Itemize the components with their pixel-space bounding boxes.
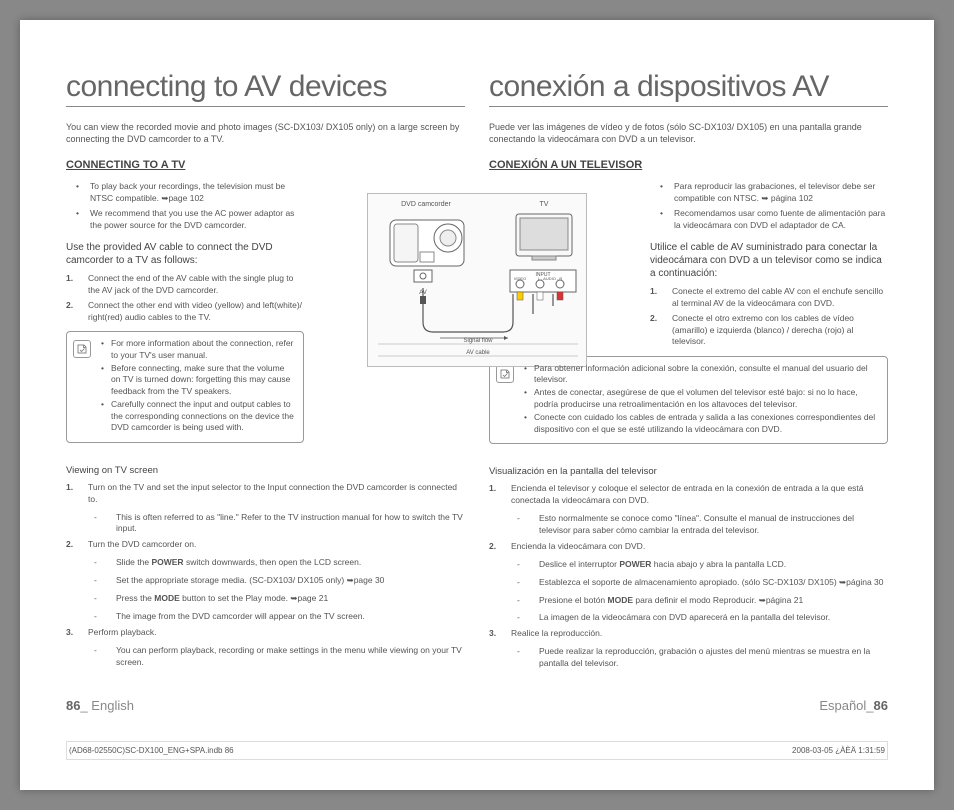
note-item: Antes de conectar, asegúrese de que el v…: [520, 387, 879, 410]
print-timestamp: 2008-03-05 ¿ÀÈÄ 1:31:59: [792, 746, 885, 755]
english-column: connecting to AV devices You can view th…: [66, 70, 465, 674]
note-item: Carefully connect the input and output c…: [97, 399, 295, 433]
bullet-item: Para reproducir las grabaciones, el tele…: [650, 181, 888, 204]
bullet-item: We recommend that you use the AC power a…: [66, 208, 304, 231]
step-item: 3.Realice la reproducción.: [489, 628, 888, 640]
section-heading-en: CONNECTING TO A TV: [66, 159, 465, 171]
title-en: connecting to AV devices: [66, 70, 465, 107]
bullet-item: To play back your recordings, the televi…: [66, 181, 304, 204]
svg-text:DVD camcorder: DVD camcorder: [401, 201, 451, 208]
subsection-es: Visualización en la pantalla del televis…: [489, 466, 888, 477]
intro-en: You can view the recorded movie and phot…: [66, 121, 465, 145]
bullet-item: Recomendamos usar como fuente de aliment…: [650, 208, 888, 231]
subheading-en: Use the provided AV cable to connect the…: [66, 241, 304, 267]
note-item: Para obtener información adicional sobre…: [520, 363, 879, 386]
step-item: 3.Perform playback.: [66, 627, 465, 639]
step-dash: Establezca el soporte de almacenamiento …: [489, 575, 888, 589]
step-dash: This is often referred to as "line." Ref…: [66, 510, 465, 536]
wide-steps-en: 1.Turn on the TV and set the input selec…: [66, 482, 465, 669]
note-item: Conecte con cuidado los cables de entrad…: [520, 412, 879, 435]
note-item: For more information about the connectio…: [97, 338, 295, 361]
step-item: 2.Turn the DVD camcorder on.: [66, 539, 465, 551]
note-icon: [73, 340, 91, 358]
page: DVD camcorder TV AV INPUT VIDEO L - AUDI…: [20, 20, 934, 790]
svg-text:Signal flow: Signal flow: [463, 338, 493, 344]
svg-text:TV: TV: [540, 201, 549, 208]
spanish-column: conexión a dispositivos AV Puede ver las…: [489, 70, 888, 674]
title-es: conexión a dispositivos AV: [489, 70, 888, 107]
subsection-en: Viewing on TV screen: [66, 465, 465, 476]
step-item: 1.Turn on the TV and set the input selec…: [66, 482, 465, 506]
step-dash: You can perform playback, recording or m…: [66, 643, 465, 669]
print-metadata: (AD68-02550C)SC-DX100_ENG+SPA.indb 86 20…: [66, 741, 888, 760]
steps-en: 1.Connect the end of the AV cable with t…: [66, 273, 304, 323]
footer-right: Español_86: [819, 698, 888, 713]
subheading-es: Utilice el cable de AV suministrado para…: [650, 241, 888, 280]
step-dash: Esto normalmente se conoce como "línea".…: [489, 511, 888, 537]
wide-steps-es: 1.Encienda el televisor y coloque el sel…: [489, 483, 888, 670]
steps-es: 1.Conecte el extremo del cable AV con el…: [650, 286, 888, 347]
step-item: 2.Encienda la videocámara con DVD.: [489, 541, 888, 553]
svg-text:L - AUDIO - R: L - AUDIO - R: [538, 276, 563, 281]
step-item: 1.Encienda el televisor y coloque el sel…: [489, 483, 888, 507]
note-box-en: For more information about the connectio…: [66, 331, 304, 443]
step-dash: Deslice el interruptor POWER hacia abajo…: [489, 557, 888, 571]
footer-left: 86_ English: [66, 698, 134, 713]
note-item: Before connecting, make sure that the vo…: [97, 363, 295, 397]
step-dash: Puede realizar la reproducción, grabació…: [489, 644, 888, 670]
connection-diagram: DVD camcorder TV AV INPUT VIDEO L - AUDI…: [367, 193, 587, 367]
step-dash: Presione el botón MODE para definir el m…: [489, 593, 888, 607]
bullets-en: To play back your recordings, the televi…: [66, 181, 304, 231]
step-dash: Press the MODE button to set the Play mo…: [66, 591, 465, 605]
svg-text:AV cable: AV cable: [466, 350, 490, 356]
step-dash: The image from the DVD camcorder will ap…: [66, 609, 465, 623]
svg-text:VIDEO: VIDEO: [514, 276, 526, 281]
intro-es: Puede ver las imágenes de vídeo y de fot…: [489, 121, 888, 145]
step-dash: La imagen de la videocámara con DVD apar…: [489, 610, 888, 624]
section-heading-es: CONEXIÓN A UN TELEVISOR: [489, 159, 888, 171]
page-footer: 86_ English Español_86: [66, 698, 888, 713]
bullets-es: Para reproducir las grabaciones, el tele…: [650, 181, 888, 231]
note-box-es: Para obtener información adicional sobre…: [489, 356, 888, 445]
step-dash: Slide the POWER switch downwards, then o…: [66, 555, 465, 569]
step-dash: Set the appropriate storage media. (SC-D…: [66, 573, 465, 587]
print-file: (AD68-02550C)SC-DX100_ENG+SPA.indb 86: [69, 746, 234, 755]
